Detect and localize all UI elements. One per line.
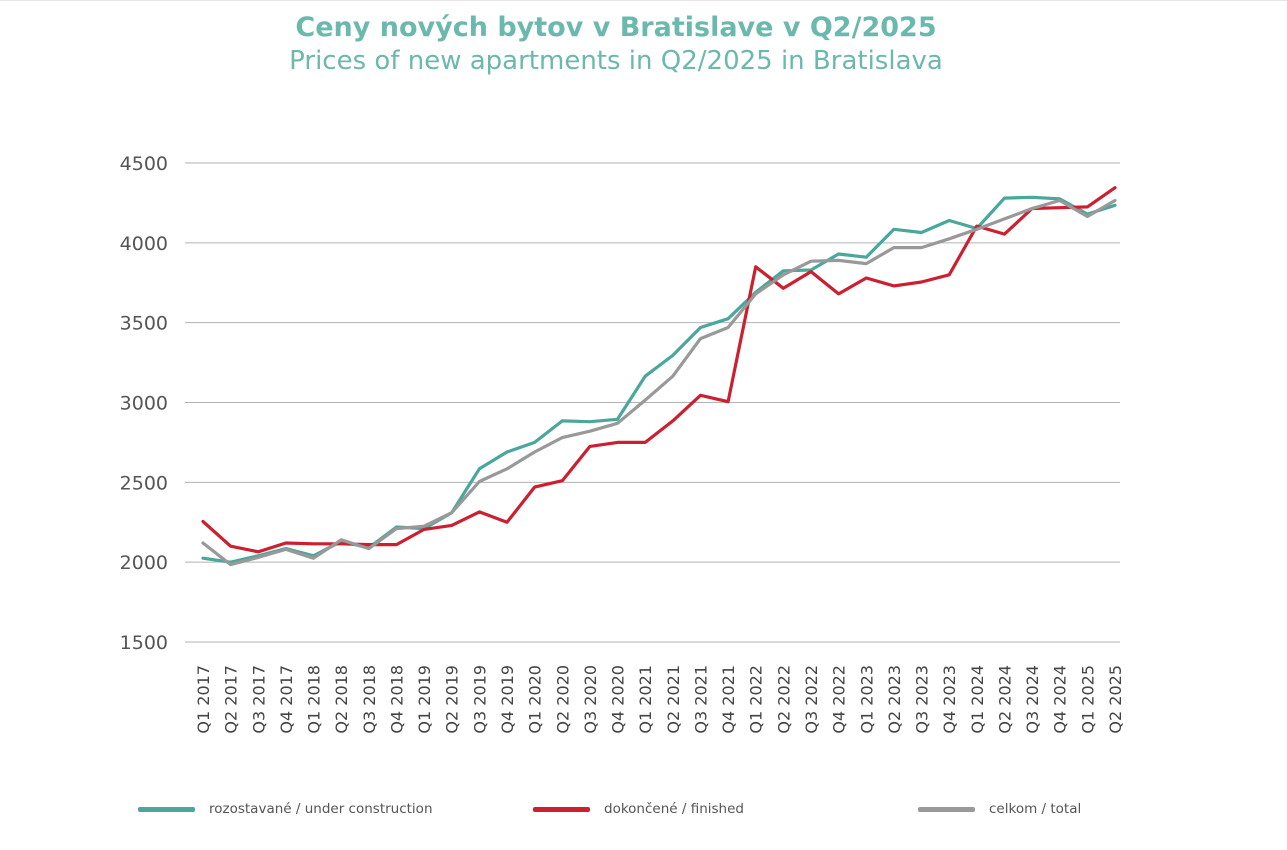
x-tick-label: Q2 2017	[222, 665, 241, 734]
x-tick-label: Q1 2020	[526, 665, 545, 734]
legend-swatch-total	[918, 806, 975, 812]
legend-item-finished: dokončené / finished	[533, 798, 744, 820]
x-tick-label: Q3 2017	[249, 665, 268, 734]
x-tick-label: Q3 2024	[1023, 665, 1042, 734]
x-tick-label: Q1 2024	[968, 665, 987, 734]
series-line-finished	[201, 186, 1117, 554]
x-tick-label: Q3 2019	[470, 665, 489, 734]
x-tick-label: Q1 2019	[415, 665, 434, 734]
x-tick-label: Q2 2019	[443, 665, 462, 734]
x-tick-label: Q4 2018	[387, 665, 406, 734]
x-tick-label: Q2 2021	[664, 665, 683, 734]
x-tick-label: Q4 2022	[830, 665, 849, 734]
x-tick-label: Q1 2018	[305, 665, 324, 734]
legend-item-total: celkom / total	[918, 798, 1081, 820]
legend-item-under-construction: rozostavané / under construction	[138, 798, 433, 820]
chart-subtitle: Prices of new apartments in Q2/2025 in B…	[289, 46, 943, 76]
x-tick-label: Q2 2023	[885, 665, 904, 734]
x-tick-label: Q3 2021	[691, 665, 710, 734]
series-line-total	[201, 198, 1117, 567]
x-tick-label: Q1 2021	[636, 665, 655, 734]
y-tick-label-2500: 2500	[120, 472, 168, 494]
x-tick-label: Q2 2024	[995, 665, 1014, 734]
legend-label-total: celkom / total	[989, 801, 1082, 817]
x-tick-label: Q4 2020	[609, 665, 628, 734]
x-tick-label: Q3 2018	[360, 665, 379, 734]
x-tick-label: Q2 2022	[774, 665, 793, 734]
x-tick-label: Q1 2017	[194, 665, 213, 734]
series-line-under-construction	[201, 195, 1117, 564]
legend-swatch-finished	[533, 806, 590, 812]
x-tick-label: Q3 2022	[802, 665, 821, 734]
x-tick-label: Q4 2024	[1051, 665, 1070, 734]
top-rule	[0, 0, 1287, 1]
series-lines	[201, 186, 1117, 567]
x-tick-label: Q4 2017	[277, 665, 296, 734]
legend-label-finished: dokončené / finished	[604, 801, 744, 817]
legend-label-under-construction: rozostavané / under construction	[209, 801, 433, 817]
x-tick-label: Q3 2020	[581, 665, 600, 734]
y-tick-label-1500: 1500	[120, 632, 168, 654]
y-tick-label-4000: 4000	[120, 233, 168, 255]
y-tick-label-3500: 3500	[120, 313, 168, 335]
grid-lines	[185, 162, 1120, 643]
y-tick-label-3000: 3000	[120, 393, 168, 415]
x-tick-label: Q2 2020	[553, 665, 572, 734]
x-tick-label: Q4 2021	[719, 665, 738, 734]
x-tick-label: Q1 2025	[1078, 665, 1097, 734]
x-tick-label: Q1 2023	[857, 665, 876, 734]
x-tick-label: Q4 2023	[940, 665, 959, 734]
x-tick-label: Q3 2023	[913, 665, 932, 734]
x-tick-label: Q4 2019	[498, 665, 517, 734]
x-axis-tick-labels: Q1 2017 Q2 2017 Q3 2017 Q4 2017 Q1 2018 Q2 20…	[194, 665, 1125, 734]
legend-swatch-under-construction	[138, 806, 195, 812]
y-axis-tick-labels: 1500 2000 2500 3000 3500 4000 4500	[120, 153, 168, 654]
x-tick-label: Q2 2025	[1106, 665, 1125, 734]
x-tick-label: Q2 2018	[332, 665, 351, 734]
chart-title: Ceny nových bytov v Bratislave v Q2/2025	[295, 12, 937, 43]
y-tick-label-4500: 4500	[120, 153, 168, 175]
y-tick-label-2000: 2000	[120, 552, 168, 574]
x-tick-label: Q1 2022	[747, 665, 766, 734]
